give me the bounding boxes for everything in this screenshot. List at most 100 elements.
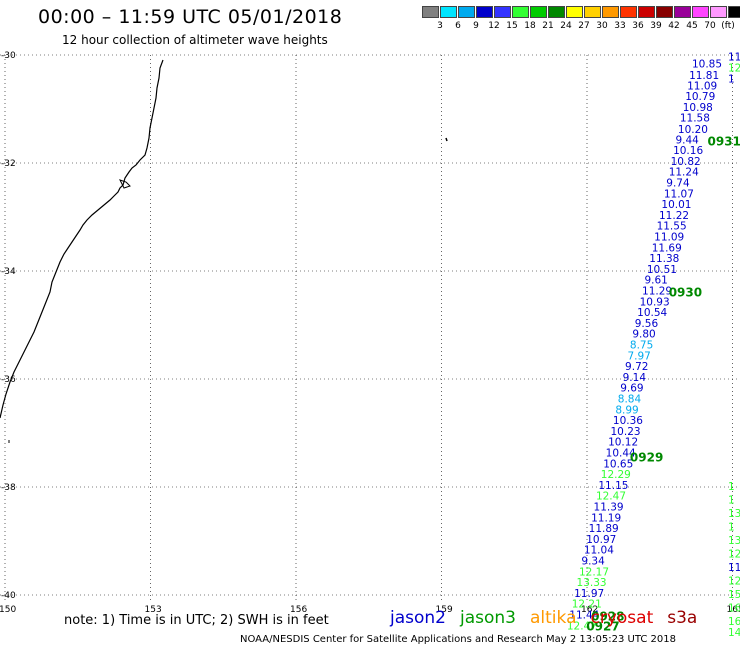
track-time-label: 0931 bbox=[708, 134, 740, 148]
wave-height-reading: 10.54 bbox=[637, 307, 667, 319]
wave-height-reading: 11.39 bbox=[594, 502, 624, 514]
colorbar-label: 70 bbox=[704, 21, 716, 31]
colorbar-swatch bbox=[530, 6, 547, 18]
wave-height-reading: 11.58 bbox=[680, 113, 710, 125]
wave-height-reading: 11.09 bbox=[687, 80, 717, 92]
wave-height-reading: 11.69 bbox=[652, 242, 682, 254]
lon-tick-label: 159 bbox=[436, 605, 453, 615]
colorbar-label: 15 bbox=[506, 21, 518, 31]
wave-height-reading: 1 bbox=[728, 73, 735, 85]
colorbar-labels: 3 6 9 12 15 18 21 24 27 30 33 36 39 42 45 70 (ft) bbox=[422, 21, 740, 33]
colorbar-label: 21 bbox=[542, 21, 554, 31]
wave-height-reading: 10.93 bbox=[640, 296, 670, 308]
colorbar-swatch bbox=[548, 6, 565, 18]
colorbar-label: 42 bbox=[668, 21, 680, 31]
wave-height-reading: 1 bbox=[728, 481, 735, 493]
satellite-legend-item: jason2 bbox=[390, 608, 446, 628]
jason2-track-main: 10.8511.8111.0910.7910.9811.5810.209.441… bbox=[567, 59, 740, 634]
colorbar-label: 6 bbox=[455, 21, 461, 31]
footnote: note: 1) Time is in UTC; 2) SWH is in fe… bbox=[64, 613, 329, 628]
track-time-label: 0928 bbox=[591, 610, 624, 624]
coastline-inlet bbox=[119, 179, 131, 189]
colorbar-label: 27 bbox=[578, 21, 590, 31]
colorbar-swatch bbox=[584, 6, 601, 18]
lon-tick-label: 156 bbox=[290, 605, 307, 615]
wave-height-reading: 10.44 bbox=[606, 448, 636, 460]
wave-height-reading: 11. bbox=[728, 52, 740, 64]
wave-height-reading: 15 bbox=[728, 589, 740, 601]
track-time-label: 0927 bbox=[586, 619, 619, 633]
wave-height-reading: 12.17 bbox=[579, 566, 609, 578]
colorbar-label: 30 bbox=[596, 21, 608, 31]
wave-height-reading: 12.47 bbox=[567, 620, 597, 632]
wave-height-reading: 7.97 bbox=[627, 350, 650, 362]
colorbar-swatch bbox=[638, 6, 655, 18]
colorbar-swatch bbox=[440, 6, 457, 18]
lord-howe-island bbox=[445, 137, 448, 142]
wave-height-reading: 9.72 bbox=[625, 361, 648, 373]
coastline bbox=[0, 59, 448, 443]
lon-tick-label: 162 bbox=[581, 605, 598, 615]
lon-tick-label: 153 bbox=[145, 605, 162, 615]
map-subtitle: 12 hour collection of altimeter wave hei… bbox=[62, 33, 328, 47]
colorbar-label: 9 bbox=[473, 21, 479, 31]
colorbar-label: 24 bbox=[560, 21, 572, 31]
colorbar-swatch bbox=[512, 6, 529, 18]
wave-height-reading: 16 bbox=[728, 616, 740, 628]
wave-height-reading: 10.85 bbox=[692, 59, 722, 71]
wave-height-reading: 9.34 bbox=[581, 556, 605, 568]
wave-height-reading: 12.21 bbox=[572, 599, 602, 611]
wave-height-reading: 9.44 bbox=[675, 134, 699, 146]
wave-height-reading: 1 bbox=[728, 522, 735, 534]
wave-height-reading: 11.81 bbox=[689, 70, 719, 82]
lat-lon-grid bbox=[0, 54, 740, 600]
colorbar-label: 12 bbox=[488, 21, 500, 31]
colorbar-swatch bbox=[458, 6, 475, 18]
colorbar-swatch bbox=[494, 6, 511, 18]
satellite-legend: jason2 jason3 altika cryosat s3a bbox=[390, 608, 711, 628]
wave-height-reading: 12.47 bbox=[596, 491, 626, 503]
wave-height-reading: 11.24 bbox=[669, 167, 699, 179]
wave-height-reading: 11.22 bbox=[659, 210, 689, 222]
wave-height-reading: 11.55 bbox=[657, 221, 687, 233]
satellite-legend-item: s3a bbox=[667, 608, 698, 628]
colorbar-swatch bbox=[566, 6, 583, 18]
wave-height-reading: 10.79 bbox=[685, 91, 715, 103]
colorbar-label: (ft) bbox=[721, 21, 735, 31]
wave-height-reading: 13 bbox=[728, 508, 740, 520]
wave-height-reading: 12 bbox=[728, 63, 740, 75]
wave-height-reading: 1 bbox=[728, 495, 735, 507]
wave-height-reading: 12 bbox=[728, 576, 740, 588]
map-title: 00:00 – 11:59 UTC 05/01/2018 bbox=[38, 6, 343, 28]
wave-height-reading: 12.29 bbox=[601, 469, 631, 481]
wave-height-reading: 10.82 bbox=[671, 156, 701, 168]
colorbar-label: 33 bbox=[614, 21, 626, 31]
wave-height-reading: 10.16 bbox=[673, 145, 703, 157]
lon-tick-label: 150 bbox=[0, 605, 16, 615]
wave-height-reading: 9.56 bbox=[635, 318, 659, 330]
wave-height-reading: 16 bbox=[728, 603, 740, 615]
colorbar-swatch bbox=[656, 6, 673, 18]
wave-height-reading: 8.75 bbox=[630, 340, 653, 352]
wave-height-reading: 10.36 bbox=[613, 415, 643, 427]
lat-tick-label: -38 bbox=[1, 483, 16, 493]
wave-height-reading: 11.04 bbox=[584, 545, 614, 557]
wave-height-reading: 11.29 bbox=[642, 286, 672, 298]
colorbar-label: 3 bbox=[437, 21, 443, 31]
colorbar-label: 45 bbox=[686, 21, 698, 31]
wave-height-colorbar bbox=[422, 6, 740, 18]
colorbar-label: 39 bbox=[650, 21, 662, 31]
wave-height-reading: 11.09 bbox=[654, 232, 684, 244]
wave-height-reading: 11.44 bbox=[569, 610, 599, 622]
wave-height-reading: 10.01 bbox=[661, 199, 691, 211]
wave-height-reading: 11.19 bbox=[591, 512, 621, 524]
wave-height-reading: 13 bbox=[728, 535, 740, 547]
wave-height-reading: 9.61 bbox=[644, 275, 667, 287]
satellite-legend-item: altika bbox=[530, 608, 577, 628]
wave-height-reading: 14 bbox=[728, 627, 740, 639]
colorbar-swatch bbox=[620, 6, 637, 18]
wave-height-reading: 10.23 bbox=[611, 426, 641, 438]
satellite-legend-item: jason3 bbox=[460, 608, 516, 628]
wave-height-reading: 8.99 bbox=[615, 404, 638, 416]
